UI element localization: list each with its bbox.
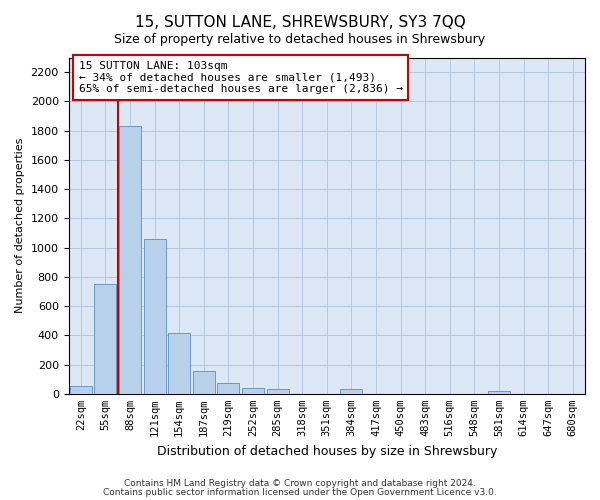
Bar: [242, 388, 264, 394]
Bar: [266, 390, 289, 394]
Y-axis label: Number of detached properties: Number of detached properties: [15, 138, 25, 314]
X-axis label: Distribution of detached houses by size in Shrewsbury: Distribution of detached houses by size …: [157, 444, 497, 458]
Text: 15, SUTTON LANE, SHREWSBURY, SY3 7QQ: 15, SUTTON LANE, SHREWSBURY, SY3 7QQ: [134, 15, 466, 30]
Bar: [168, 333, 190, 394]
Text: Contains public sector information licensed under the Open Government Licence v3: Contains public sector information licen…: [103, 488, 497, 497]
Bar: [143, 239, 166, 394]
Bar: [217, 383, 239, 394]
Text: Contains HM Land Registry data © Crown copyright and database right 2024.: Contains HM Land Registry data © Crown c…: [124, 479, 476, 488]
Bar: [340, 390, 362, 394]
Bar: [488, 391, 510, 394]
Bar: [94, 284, 116, 394]
Text: 15 SUTTON LANE: 103sqm
← 34% of detached houses are smaller (1,493)
65% of semi-: 15 SUTTON LANE: 103sqm ← 34% of detached…: [79, 61, 403, 94]
Bar: [119, 126, 141, 394]
Text: Size of property relative to detached houses in Shrewsbury: Size of property relative to detached ho…: [115, 32, 485, 46]
Bar: [193, 371, 215, 394]
Bar: [70, 386, 92, 394]
